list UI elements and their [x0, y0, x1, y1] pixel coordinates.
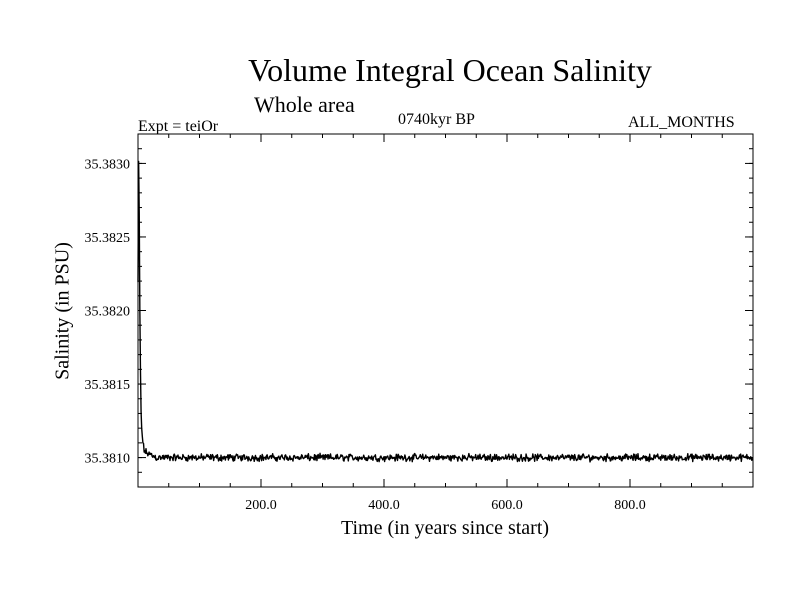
plot-frame	[137, 133, 754, 488]
series-group	[137, 160, 754, 463]
months-label: ALL_MONTHS	[628, 114, 735, 131]
axis-ticks: 35.3810 35.3815 35.3820 35.3825 35.3830 200.0…	[85, 133, 753, 513]
experiment-label: Expt = teiOr	[138, 118, 219, 135]
x-tick-label: 400.0	[368, 498, 400, 513]
y-tick-label: 35.3815	[85, 378, 131, 393]
x-tick-label: 200.0	[245, 498, 277, 513]
y-tick-label: 35.3830	[85, 157, 131, 172]
x-tick-label: 800.0	[614, 498, 646, 513]
chart-title: Volume Integral Ocean Salinity	[248, 52, 652, 88]
x-axis-label: Time (in years since start)	[340, 517, 550, 539]
period-label: 0740kyr BP	[398, 111, 475, 128]
y-tick-label: 35.3810	[85, 452, 131, 467]
y-tick-label: 35.3825	[85, 231, 131, 246]
x-tick-label: 600.0	[491, 498, 523, 513]
y-tick-label: 35.3820	[85, 305, 131, 320]
chart-subtitle: Whole area	[254, 92, 355, 117]
salinity-series-line	[137, 160, 754, 463]
